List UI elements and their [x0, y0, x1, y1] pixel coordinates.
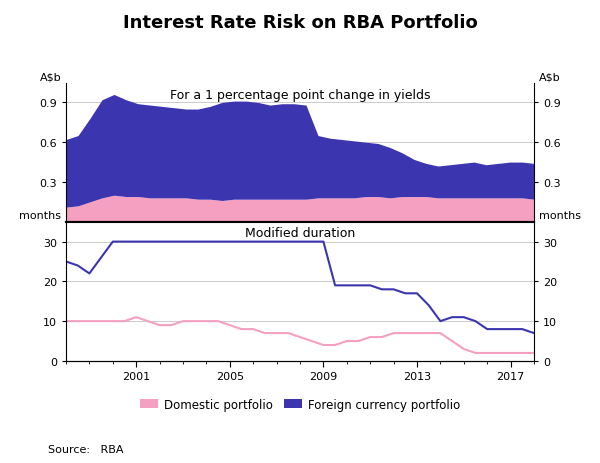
Text: months: months — [19, 211, 61, 221]
Text: months: months — [539, 211, 581, 221]
Text: Interest Rate Risk on RBA Portfolio: Interest Rate Risk on RBA Portfolio — [122, 14, 478, 32]
Text: A$b: A$b — [539, 72, 560, 82]
Text: Source:   RBA: Source: RBA — [48, 444, 124, 454]
Text: For a 1 percentage point change in yields: For a 1 percentage point change in yield… — [170, 89, 430, 102]
Legend: Domestic portfolio, Foreign currency portfolio: Domestic portfolio, Foreign currency por… — [135, 393, 465, 415]
Text: Modified duration: Modified duration — [245, 226, 355, 239]
Text: A$b: A$b — [40, 72, 61, 82]
